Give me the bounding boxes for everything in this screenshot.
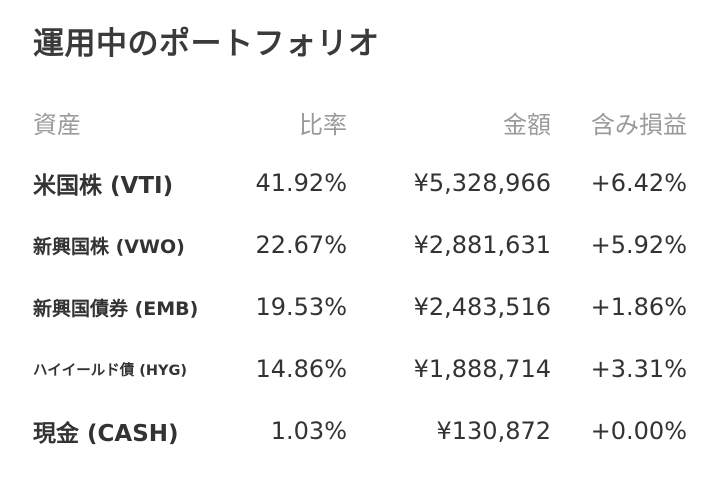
column-header-ratio: 比率 xyxy=(299,110,347,139)
asset-name: 現金 (CASH) xyxy=(33,421,179,447)
asset-ratio: 1.03% xyxy=(270,417,347,445)
page-title: 運用中のポートフォリオ xyxy=(33,26,380,62)
table-row[interactable]: 現金 (CASH) 1.03% ¥130,872 +0.00% xyxy=(33,400,687,462)
asset-pnl: +3.31% xyxy=(590,355,687,383)
asset-pnl: +6.42% xyxy=(590,169,687,197)
asset-name: ハイイールド債 (HYG) xyxy=(33,362,188,379)
asset-amount: ¥2,881,631 xyxy=(413,231,551,259)
asset-name: 新興国債券 (EMB) xyxy=(33,297,199,320)
asset-amount: ¥5,328,966 xyxy=(413,169,551,197)
asset-pnl: +1.86% xyxy=(590,293,687,321)
asset-ratio: 19.53% xyxy=(255,293,347,321)
asset-pnl: +5.92% xyxy=(590,231,687,259)
column-header-amount: 金額 xyxy=(503,110,551,139)
asset-name: 米国株 (VTI) xyxy=(33,173,174,199)
table-row[interactable]: 米国株 (VTI) 41.92% ¥5,328,966 +6.42% xyxy=(33,152,687,214)
asset-amount: ¥130,872 xyxy=(436,417,551,445)
asset-ratio: 22.67% xyxy=(255,231,347,259)
column-header-asset: 資産 xyxy=(33,110,81,139)
asset-ratio: 14.86% xyxy=(255,355,347,383)
table-row[interactable]: ハイイールド債 (HYG) 14.86% ¥1,888,714 +3.31% xyxy=(33,338,687,400)
asset-ratio: 41.92% xyxy=(255,169,347,197)
asset-pnl: +0.00% xyxy=(590,417,687,445)
asset-amount: ¥2,483,516 xyxy=(413,293,551,321)
table-row[interactable]: 新興国債券 (EMB) 19.53% ¥2,483,516 +1.86% xyxy=(33,276,687,338)
portfolio-table: 資産 比率 金額 含み損益 米国株 (VTI) 41.92% ¥5,328,96… xyxy=(33,92,687,462)
table-header-row: 資産 比率 金額 含み損益 xyxy=(33,92,687,152)
table-row[interactable]: 新興国株 (VWO) 22.67% ¥2,881,631 +5.92% xyxy=(33,214,687,276)
column-header-pnl: 含み損益 xyxy=(591,110,687,139)
asset-amount: ¥1,888,714 xyxy=(413,355,551,383)
asset-name: 新興国株 (VWO) xyxy=(33,235,185,258)
